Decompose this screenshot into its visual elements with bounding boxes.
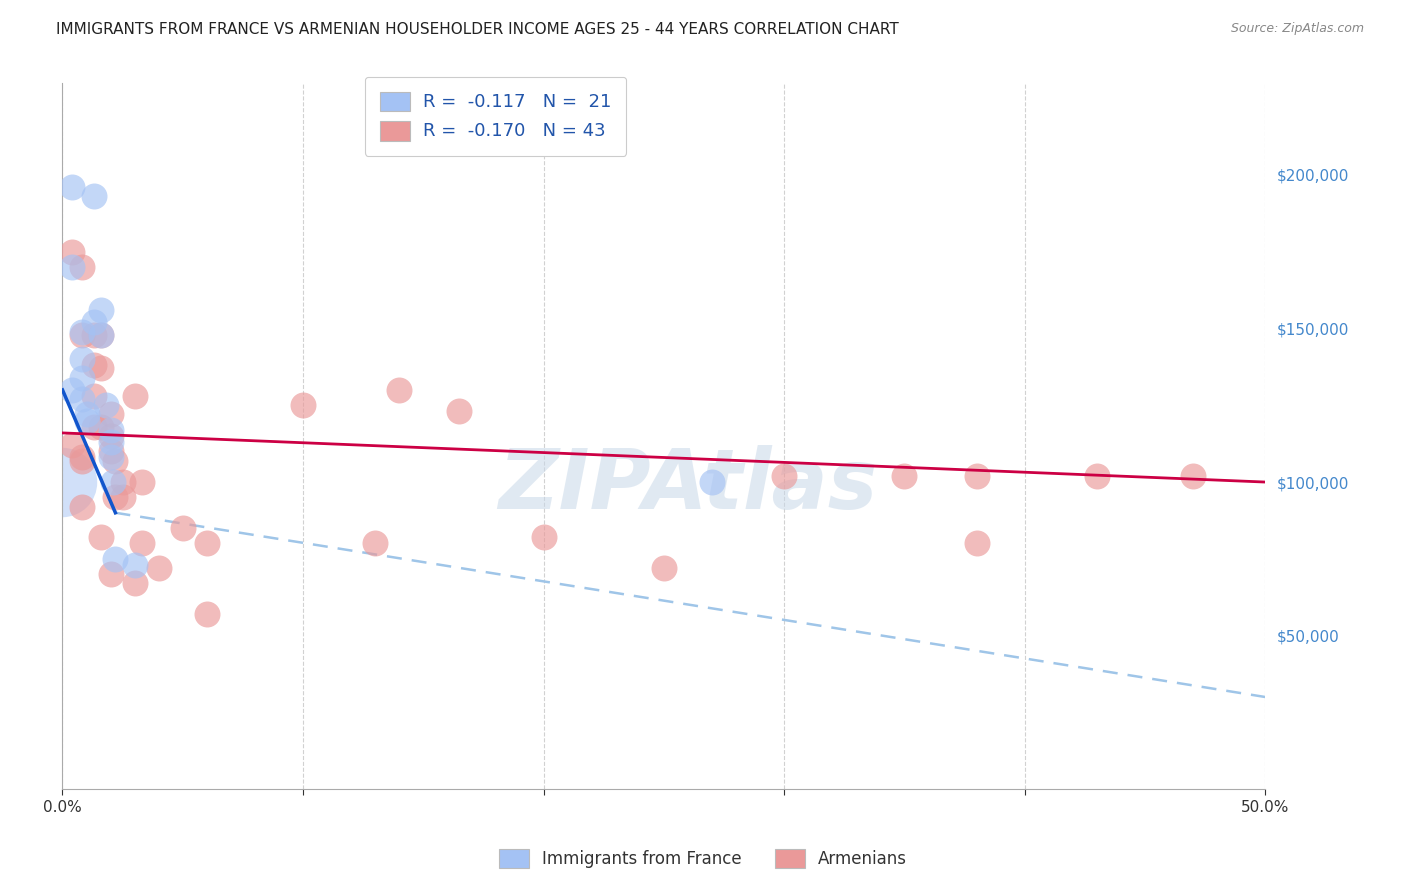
- Point: [90, 530, 112, 544]
- Point: [124, 558, 146, 572]
- Point: [51, 475, 73, 489]
- Point: [83, 327, 105, 342]
- Point: [100, 567, 122, 582]
- Point: [100, 408, 122, 422]
- Point: [893, 469, 915, 483]
- Point: [90, 361, 112, 376]
- Point: [83, 419, 105, 434]
- Point: [70, 325, 93, 339]
- Point: [70, 327, 93, 342]
- Point: [148, 561, 170, 575]
- Point: [533, 530, 555, 544]
- Point: [700, 475, 723, 489]
- Point: [101, 475, 124, 489]
- Point: [60, 180, 83, 194]
- Point: [90, 419, 112, 434]
- Point: [83, 359, 105, 373]
- Point: [83, 189, 105, 203]
- Point: [195, 607, 218, 621]
- Point: [364, 536, 387, 550]
- Point: [70, 352, 93, 367]
- Point: [90, 303, 112, 318]
- Point: [100, 429, 122, 443]
- Legend: Immigrants from France, Armenians: Immigrants from France, Armenians: [492, 842, 914, 875]
- Point: [131, 536, 153, 550]
- Point: [70, 453, 93, 467]
- Text: IMMIGRANTS FROM FRANCE VS ARMENIAN HOUSEHOLDER INCOME AGES 25 - 44 YEARS CORRELA: IMMIGRANTS FROM FRANCE VS ARMENIAN HOUSE…: [56, 22, 898, 37]
- Point: [100, 450, 122, 465]
- Point: [76, 414, 98, 428]
- Point: [111, 491, 134, 505]
- Point: [100, 435, 122, 450]
- Point: [124, 389, 146, 403]
- Point: [195, 536, 218, 550]
- Point: [292, 398, 315, 412]
- Point: [70, 392, 93, 406]
- Point: [60, 383, 83, 397]
- Point: [90, 327, 112, 342]
- Point: [70, 450, 93, 465]
- Point: [70, 500, 93, 514]
- Point: [100, 444, 122, 458]
- Point: [104, 453, 127, 467]
- Point: [1182, 469, 1205, 483]
- Point: [70, 260, 93, 274]
- Point: [76, 408, 98, 422]
- Point: [90, 327, 112, 342]
- Point: [94, 398, 117, 412]
- Point: [60, 260, 83, 274]
- Point: [1085, 469, 1108, 483]
- Point: [652, 561, 675, 575]
- Point: [70, 370, 93, 384]
- Point: [111, 475, 134, 489]
- Point: [388, 383, 411, 397]
- Point: [172, 521, 194, 535]
- Point: [966, 469, 988, 483]
- Point: [131, 475, 153, 489]
- Point: [966, 536, 988, 550]
- Legend: R =  -0.117   N =  21, R =  -0.170   N = 43: R = -0.117 N = 21, R = -0.170 N = 43: [364, 77, 626, 155]
- Point: [60, 244, 83, 259]
- Text: ZIPAtlas: ZIPAtlas: [498, 445, 877, 526]
- Point: [449, 404, 471, 418]
- Point: [773, 469, 796, 483]
- Point: [100, 423, 122, 437]
- Point: [60, 438, 83, 452]
- Point: [83, 315, 105, 329]
- Point: [104, 551, 127, 566]
- Point: [104, 491, 127, 505]
- Point: [124, 576, 146, 591]
- Point: [83, 389, 105, 403]
- Text: Source: ZipAtlas.com: Source: ZipAtlas.com: [1230, 22, 1364, 36]
